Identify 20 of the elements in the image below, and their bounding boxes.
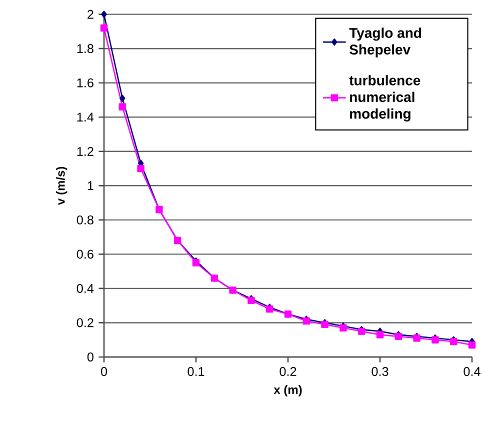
x-axis-title: x (m) <box>274 385 302 396</box>
y-tick-label: 1 <box>88 181 94 190</box>
y-tick-label: 0.6 <box>76 250 94 259</box>
legend-label: Tyaglo and Shepelev <box>349 28 422 58</box>
y-tick-label: 1.8 <box>77 44 94 54</box>
legend-label: turbulence numerical modeling <box>349 75 420 122</box>
y-tick-label: 1.4 <box>77 112 94 122</box>
x-tick-label: 0 <box>100 367 108 376</box>
y-tick-label: 1.6 <box>77 78 94 88</box>
y-tick-label: 0.4 <box>76 284 94 293</box>
x-tick-label: 0.4 <box>464 367 480 376</box>
x-tick-label: 0.3 <box>372 367 388 376</box>
y-tick-label: 0 <box>87 352 94 362</box>
y-axis-title: v (m/s) <box>56 166 68 205</box>
x-tick-label: 0.1 <box>188 367 204 376</box>
y-tick-label: 2 <box>88 10 94 19</box>
x-tick-label: 0.2 <box>280 367 296 376</box>
y-tick-label: 1.2 <box>77 146 94 156</box>
y-tick-label: 0.2 <box>76 318 94 328</box>
y-tick-label: 0.8 <box>76 215 94 224</box>
